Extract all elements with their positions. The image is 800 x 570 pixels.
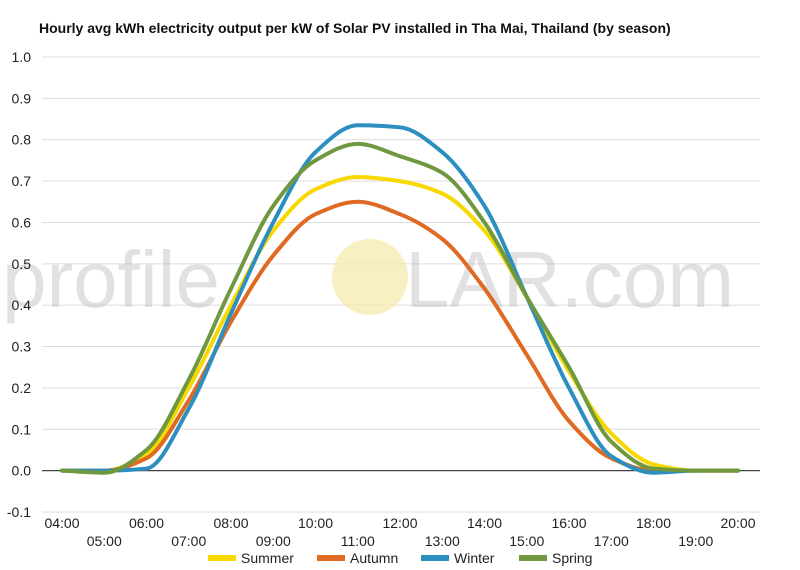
legend-item-autumn: Autumn	[317, 550, 398, 566]
series-line-summer	[60, 174, 740, 473]
x-tick-label: 15:00	[509, 533, 544, 549]
x-tick-label: 19:00	[678, 533, 713, 549]
x-tick-label: 04:00	[44, 515, 79, 531]
x-tick-label: 20:00	[720, 515, 755, 531]
y-tick-label: 0.8	[12, 132, 32, 148]
y-axis-ticks: -0.1 0.0 0.1 0.2 0.3 0.4 0.5 0.6 0.7 0.8 0.9 1.0	[7, 49, 31, 520]
legend: Summer Autumn Winter Spring	[208, 550, 592, 566]
legend-label: Spring	[552, 550, 592, 566]
series-line-spring	[60, 141, 740, 475]
series-line-winter	[60, 123, 740, 475]
x-tick-label: 09:00	[256, 533, 291, 549]
legend-swatch	[208, 555, 236, 561]
legend-label: Winter	[454, 550, 495, 566]
y-tick-label: 0.3	[12, 339, 32, 355]
x-tick-label: 06:00	[129, 515, 164, 531]
x-tick-label: 10:00	[298, 515, 333, 531]
x-axis-ticks: 04:00 05:00 06:00 07:00 08:00 09:00 10:00 11:00…	[44, 515, 755, 549]
x-tick-label: 13:00	[425, 533, 460, 549]
y-tick-label: 0.1	[12, 421, 32, 437]
watermark-text-left: profile	[2, 235, 220, 324]
y-tick-label: 0.2	[12, 380, 32, 396]
x-tick-label: 12:00	[382, 515, 417, 531]
x-tick-label: 11:00	[341, 533, 375, 549]
y-tick-label: 0.5	[12, 256, 32, 272]
x-tick-label: 17:00	[594, 533, 629, 549]
watermark-text-right: LAR.com	[405, 235, 734, 324]
y-tick-label: 1.0	[12, 49, 32, 65]
legend-item-summer: Summer	[208, 550, 294, 566]
legend-label: Autumn	[350, 550, 398, 566]
chart-title: Hourly avg kWh electricity output per kW…	[39, 20, 671, 36]
x-tick-label: 07:00	[171, 533, 206, 549]
legend-label: Summer	[241, 550, 294, 566]
legend-swatch	[519, 555, 547, 561]
y-tick-label: 0.0	[12, 463, 32, 479]
y-tick-label: 0.4	[12, 297, 32, 313]
watermark-sun-icon	[332, 239, 408, 315]
y-tick-label: 0.6	[12, 214, 32, 230]
series-lines	[60, 123, 740, 475]
x-tick-label: 16:00	[551, 515, 586, 531]
legend-swatch	[421, 555, 449, 561]
x-tick-label: 18:00	[636, 515, 671, 531]
y-tick-label: 0.7	[12, 173, 32, 189]
watermark: profile S LAR.com	[2, 235, 734, 324]
legend-item-spring: Spring	[519, 550, 592, 566]
x-tick-label: 08:00	[213, 515, 248, 531]
y-tick-label: 0.9	[12, 90, 32, 106]
watermark-text-sun-letter: S	[326, 235, 379, 324]
y-tick-label: -0.1	[7, 504, 31, 520]
legend-swatch	[317, 555, 345, 561]
x-tick-label: 05:00	[87, 533, 122, 549]
x-tick-label: 14:00	[467, 515, 502, 531]
legend-item-winter: Winter	[421, 550, 495, 566]
